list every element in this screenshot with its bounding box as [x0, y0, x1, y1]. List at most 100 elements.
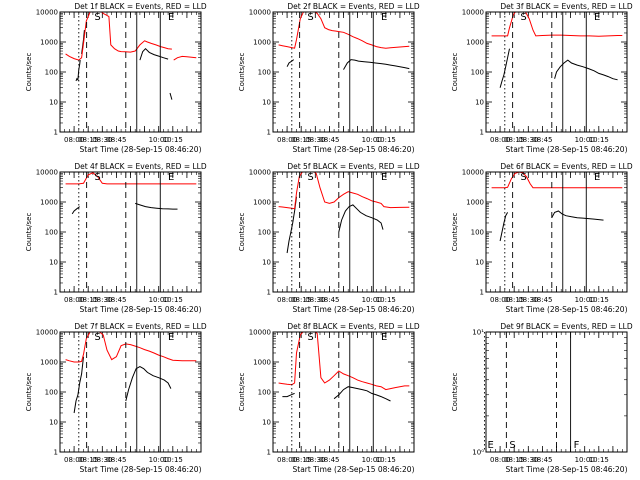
- x-tick-label: 08:00: [64, 296, 84, 304]
- x-tick-label: 08:00: [490, 296, 510, 304]
- x-tick-label: 10:15: [376, 136, 396, 144]
- panel-det-9: Det 9f BLACK = Events, RED = LLD 10⁰ 10¹ 08…: [451, 322, 633, 474]
- x-tick-label: 08:30: [518, 136, 538, 144]
- lld-line: [65, 172, 197, 185]
- y-tick-label: 10: [475, 259, 484, 267]
- x-tick-label: 08:45: [532, 136, 552, 144]
- marker-letter: E: [381, 172, 387, 183]
- panel-det-6: Det 6f BLACK = Events, RED = LLD 1 10 100 10…: [451, 162, 633, 314]
- marker-letter: E: [594, 172, 600, 183]
- x-axis-label: Start Time (28-Sep-15 08:46:20): [506, 305, 628, 314]
- lld-line: [278, 12, 410, 49]
- x-tick-label: 10:15: [589, 456, 609, 464]
- y-tick-label: 1: [267, 129, 271, 137]
- series-group: [491, 172, 623, 242]
- y-tick-label: 10: [262, 259, 271, 267]
- events-line: [551, 210, 604, 221]
- x-axis-label: Start Time (28-Sep-15 08:46:20): [506, 145, 628, 154]
- panel-det-7: Det 7f BLACK = Events, RED = LLD 1 10 100 10…: [25, 322, 207, 474]
- panel-det-3: Det 3f BLACK = Events, RED = LLD 1 10 100 10…: [451, 2, 633, 154]
- x-tick-label: 08:00: [64, 456, 84, 464]
- x-tick-label: 08:30: [518, 456, 538, 464]
- x-tick-label: 08:30: [518, 296, 538, 304]
- panel-title: Det 8f BLACK = Events, RED = LLD: [287, 322, 420, 331]
- plot-frame: [485, 331, 628, 453]
- x-axis-label: Start Time (28-Sep-15 08:46:20): [293, 145, 415, 154]
- y-tick-label: 100: [471, 229, 484, 237]
- y-tick-label: 10000: [462, 9, 484, 17]
- y-tick-label: 1000: [466, 199, 484, 207]
- x-tick-label: 08:45: [319, 456, 339, 464]
- panel-title: Det 1f BLACK = Events, RED = LLD: [74, 2, 207, 11]
- y-tick-label: 10⁰: [472, 449, 484, 457]
- y-tick-label: 1000: [466, 39, 484, 47]
- marker-letter: E: [168, 12, 174, 23]
- x-tick-label: 08:15: [291, 296, 311, 304]
- y-tick-label: 1: [54, 449, 58, 457]
- y-tick-label: 1: [480, 289, 484, 297]
- series-group: [491, 12, 623, 88]
- x-tick-label: 08:45: [532, 296, 552, 304]
- x-tick-label: 10:15: [163, 136, 183, 144]
- x-tick-label: 10:00: [149, 136, 169, 144]
- panel-det-8: Det 8f BLACK = Events, RED = LLD 1 10 100 10…: [238, 322, 420, 474]
- lld-line: [278, 172, 410, 210]
- y-tick-label: 10000: [36, 169, 58, 177]
- x-tick-label: 08:15: [291, 456, 311, 464]
- y-tick-label: 10: [475, 99, 484, 107]
- y-tick-label: 1000: [253, 359, 271, 367]
- events-line: [343, 59, 410, 70]
- y-axis-label: Counts/sec: [25, 373, 33, 412]
- x-axis-label: Start Time (28-Sep-15 08:46:20): [80, 305, 202, 314]
- events-line: [125, 366, 172, 402]
- events-line: [139, 47, 169, 61]
- x-tick-label: 08:45: [106, 296, 126, 304]
- plot-frame: [272, 11, 415, 133]
- panel-title: Det 5f BLACK = Events, RED = LLD: [287, 162, 420, 171]
- y-tick-label: 1: [54, 129, 58, 137]
- x-tick-label: 08:15: [78, 456, 98, 464]
- series-group: [65, 12, 197, 100]
- x-tick-label: 08:30: [305, 136, 325, 144]
- events-line: [282, 392, 295, 398]
- marker-letter: F: [574, 440, 580, 451]
- x-tick-label: 08:45: [319, 136, 339, 144]
- y-tick-label: 10000: [36, 9, 58, 17]
- events-line: [338, 204, 384, 233]
- x-tick-label: 08:15: [504, 456, 524, 464]
- x-axis-label: Start Time (28-Sep-15 08:46:20): [80, 465, 202, 474]
- series-group: [65, 332, 197, 414]
- marker-letter: S: [307, 332, 313, 343]
- y-tick-label: 1: [267, 289, 271, 297]
- marker-letter: E: [381, 332, 387, 343]
- lld-line: [491, 172, 623, 189]
- x-axis-label: Start Time (28-Sep-15 08:46:20): [506, 465, 628, 474]
- y-tick-label: 10: [49, 99, 58, 107]
- x-tick-label: 10:15: [163, 296, 183, 304]
- x-tick-label: 08:45: [106, 456, 126, 464]
- x-tick-label: 10:15: [163, 456, 183, 464]
- events-line: [75, 60, 81, 82]
- x-tick-label: 08:00: [64, 136, 84, 144]
- plot-frame: [272, 171, 415, 293]
- y-tick-label: 1000: [253, 39, 271, 47]
- events-line: [499, 48, 510, 88]
- x-tick-label: 08:30: [92, 136, 112, 144]
- y-tick-label: 10000: [249, 329, 271, 337]
- x-tick-label: 08:00: [490, 136, 510, 144]
- x-tick-label: 08:00: [490, 456, 510, 464]
- series-group: [278, 332, 410, 402]
- y-tick-label: 100: [45, 229, 58, 237]
- marker-letter: S: [520, 12, 526, 23]
- marker-letter: E: [488, 440, 494, 451]
- marker-letter: E: [594, 12, 600, 23]
- lld-line: [278, 332, 410, 391]
- x-tick-label: 08:30: [305, 456, 325, 464]
- x-tick-label: 10:00: [149, 456, 169, 464]
- lld-line: [173, 55, 197, 61]
- plot-frame: [485, 171, 628, 293]
- y-tick-label: 10000: [249, 9, 271, 17]
- y-tick-label: 1000: [40, 359, 58, 367]
- x-tick-label: 08:00: [277, 136, 297, 144]
